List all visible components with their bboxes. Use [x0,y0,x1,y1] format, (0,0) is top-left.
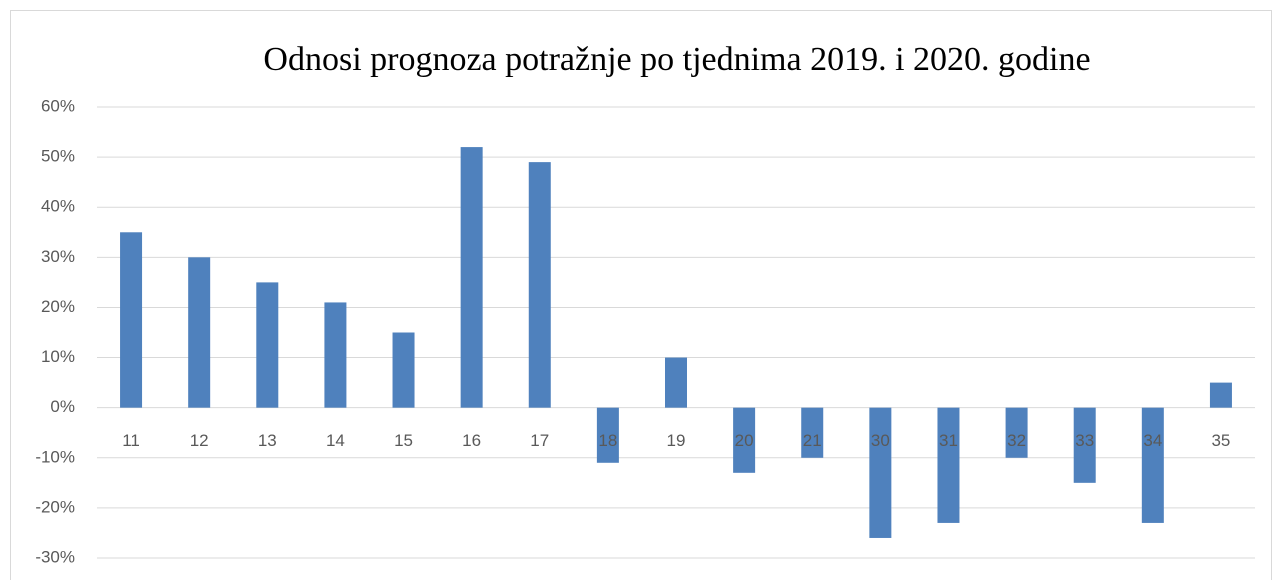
x-tick-label: 31 [939,431,958,450]
y-tick-label: 20% [41,297,75,316]
bar [1073,407,1096,483]
bar [665,357,687,408]
chart-title: Odnosi prognoza potražnje po tjednima 20… [263,41,1090,78]
y-tick-label: -20% [35,497,75,516]
y-tick-label: -30% [35,547,75,566]
x-tick-label: 32 [1007,431,1026,450]
x-tick-label: 20 [735,431,754,450]
bar [869,407,892,538]
y-tick-label: -10% [35,447,75,466]
x-tick-label: 13 [258,431,277,450]
x-tick-label: 33 [1075,431,1094,450]
x-tick-label: 12 [190,431,209,450]
chart-border [10,10,1272,580]
bar [937,407,960,523]
bar [1141,407,1164,523]
bar [460,147,483,408]
x-tick-label: 15 [394,431,413,450]
x-tick-label: 16 [462,431,481,450]
x-tick-label: 19 [667,431,686,450]
x-tick-label: 14 [326,431,345,450]
y-tick-label: 30% [41,247,75,266]
x-tick-label: 34 [1143,431,1162,450]
bar [528,162,551,408]
x-tick-label: 18 [598,431,617,450]
bar [324,302,347,408]
bar [392,332,415,408]
bar [596,407,619,463]
bar [733,407,756,473]
y-tick-label: 10% [41,347,75,366]
x-tick-label: 11 [122,431,140,450]
bar [188,257,211,408]
bar [1209,382,1232,408]
x-tick-label: 30 [871,431,890,450]
bar [1005,407,1028,458]
bar [801,407,824,458]
bar [120,232,143,408]
y-tick-label: 60% [41,96,75,115]
y-tick-label: 40% [41,197,75,216]
bar [256,282,279,408]
y-tick-label: 0% [50,397,75,416]
x-tick-label: 35 [1211,431,1230,450]
x-tick-label: 17 [530,431,549,450]
y-tick-label: 50% [41,147,75,166]
x-tick-label: 21 [803,431,822,450]
